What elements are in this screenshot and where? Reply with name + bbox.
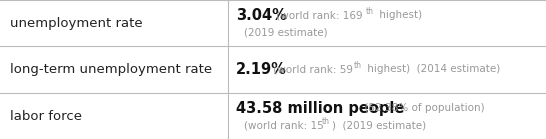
Text: th: th: [322, 117, 330, 126]
Text: th: th: [366, 7, 374, 16]
Text: (world rank: 15: (world rank: 15: [244, 120, 324, 130]
Text: 3.04%: 3.04%: [236, 8, 287, 23]
Text: (52.38% of population): (52.38% of population): [358, 103, 485, 113]
Text: (world rank: 169: (world rank: 169: [273, 10, 363, 20]
Text: 43.58 million people: 43.58 million people: [236, 101, 405, 116]
Text: th: th: [354, 61, 362, 70]
Text: (2019 estimate): (2019 estimate): [244, 27, 328, 37]
Text: highest)  (2014 estimate): highest) (2014 estimate): [364, 64, 500, 75]
Text: )  (2019 estimate): ) (2019 estimate): [332, 120, 426, 130]
Text: (world rank: 59: (world rank: 59: [270, 64, 353, 75]
Text: labor force: labor force: [10, 110, 82, 122]
Text: highest): highest): [376, 10, 422, 20]
Text: long-term unemployment rate: long-term unemployment rate: [10, 63, 212, 76]
Text: 2.19%: 2.19%: [236, 62, 287, 77]
Text: unemployment rate: unemployment rate: [10, 17, 143, 29]
